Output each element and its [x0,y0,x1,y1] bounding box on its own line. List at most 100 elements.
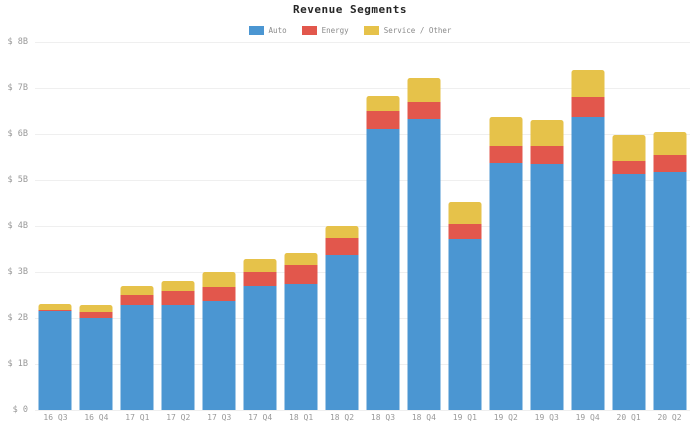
bar-17-q2 [161,281,195,410]
bar-segment-auto [612,174,646,410]
bar-17-q1 [120,286,154,410]
bar-segment-energy [120,295,154,305]
chart-title: Revenue Segments [293,3,407,16]
plot-area [35,42,690,411]
x-tick-label: 20 Q2 [657,413,682,422]
x-tick-label: 19 Q1 [452,413,477,422]
bar-segment-auto [38,311,72,410]
bar-segment-auto [202,301,236,410]
legend-swatch-auto [248,26,264,35]
bar-20-q1 [612,134,646,410]
x-tick-label: 18 Q1 [289,413,314,422]
bar-segment-energy [407,102,441,120]
y-axis: $ 8B $ 7B $ 6B $ 5B $ 4B $ 3B $ 2B $ 1B $ 0 [0,37,30,415]
bar-segment-service-other [653,132,687,155]
bar-segment-auto [243,285,277,410]
bar-18-q2 [325,226,359,410]
bar-segment-auto [653,171,687,410]
bar-segment-auto [325,255,359,410]
bar-segment-auto [448,238,482,410]
legend-item-energy[interactable]: Energy [301,26,349,35]
bar-segment-auto [366,129,400,410]
gridline [35,134,690,135]
y-tick-label: $ 1B [7,359,28,369]
bar-segment-energy [284,265,318,284]
legend-swatch-energy [301,26,317,35]
legend-label: Auto [268,26,287,35]
gridline [35,272,690,273]
x-tick-label: 17 Q3 [207,413,232,422]
bar-segment-energy [325,238,359,256]
x-tick-label: 18 Q3 [370,413,396,422]
x-axis: 16 Q3 16 Q4 17 Q1 17 Q2 17 Q3 17 Q4 18 Q1 18 Q2… [35,413,690,425]
y-tick-label: $ 4B [7,221,28,231]
bar-17-q3 [202,272,236,410]
x-tick-label: 17 Q2 [166,413,191,422]
bar-segment-energy [161,291,195,305]
x-tick-label: 18 Q4 [411,413,436,422]
legend-label: Service / Other [383,26,452,35]
bar-segment-energy [612,160,646,175]
gridline [35,318,690,319]
bar-19-q2 [489,117,523,410]
legend-label: Energy [321,26,349,35]
bar-segment-service-other [489,117,523,146]
gridline [35,226,690,227]
bar-19-q1 [448,201,482,410]
legend-swatch-service-other [363,26,379,35]
bar-segment-energy [448,224,482,239]
x-tick-label: 17 Q1 [125,413,150,422]
bar-segment-service-other [612,134,646,161]
bar-segment-auto [79,318,113,410]
gridline [35,410,690,411]
x-tick-label: 20 Q1 [616,413,641,422]
bar-segment-auto [284,283,318,410]
bar-segment-energy [79,312,113,319]
bar-segment-service-other [530,120,564,146]
gridline [35,364,690,365]
bar-segment-energy [38,310,72,312]
bar-segment-auto [530,163,564,410]
bar-18-q4 [407,77,441,410]
bar-16-q4 [79,305,113,410]
gridline [35,88,690,89]
x-tick-label: 19 Q2 [493,413,518,422]
bar-segment-energy [653,154,687,172]
bar-segment-service-other [38,304,72,311]
y-tick-label: $ 5B [7,175,28,185]
bar-segment-service-other [325,226,359,239]
bar-17-q4 [243,258,277,410]
bar-segment-energy [366,111,400,130]
x-tick-label: 18 Q2 [329,413,355,422]
gridline [35,180,690,181]
bar-segment-service-other [571,70,605,97]
x-tick-label: 16 Q4 [84,413,109,422]
y-tick-label: $ 7B [7,83,28,93]
bar-19-q4 [571,70,605,410]
bar-segment-service-other [79,305,113,313]
y-tick-label: $ 2B [7,313,28,323]
bar-segment-service-other [448,201,482,225]
y-tick-label: $ 8B [7,37,28,47]
bar-18-q1 [284,253,318,410]
bar-segment-service-other [161,281,195,292]
legend-item-auto[interactable]: Auto [248,26,287,35]
gridline [35,42,690,43]
bar-segment-service-other [202,272,236,287]
x-tick-label: 19 Q3 [534,413,559,422]
bar-segment-auto [120,304,154,410]
legend-item-service-other[interactable]: Service / Other [363,26,452,35]
y-tick-label: $ 0 [12,405,28,415]
x-tick-label: 16 Q3 [43,413,68,422]
bar-segment-auto [571,116,605,410]
bar-segment-energy [530,145,564,164]
bar-segment-energy [243,272,277,286]
legend: Auto Energy Service / Other [0,26,700,35]
bar-segment-energy [489,145,523,163]
bar-segment-service-other [366,95,400,111]
bar-19-q3 [530,120,564,410]
bar-segment-energy [202,286,236,302]
bar-segment-energy [571,96,605,117]
bar-segment-auto [161,304,195,410]
